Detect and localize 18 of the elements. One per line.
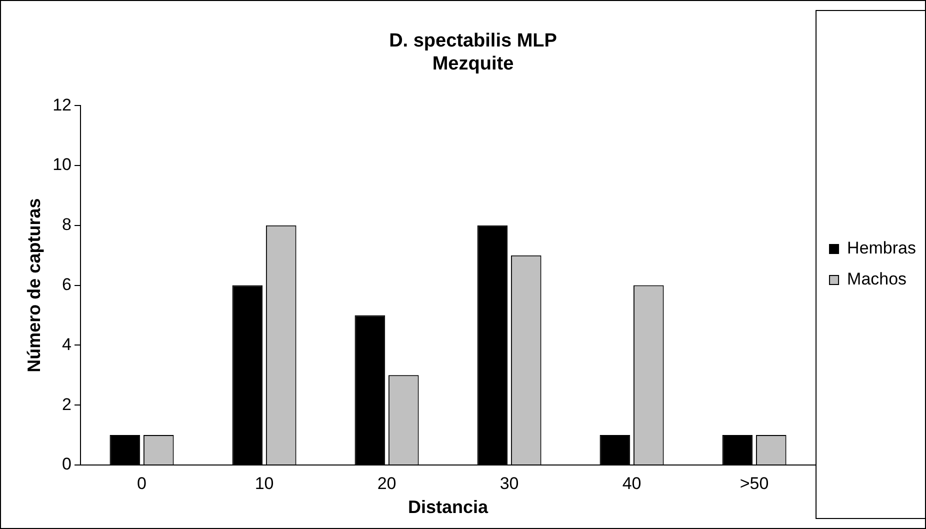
y-tick-label: 4 <box>62 334 72 354</box>
y-axis-title: Número de capturas <box>24 198 44 372</box>
y-tick-label: 12 <box>52 95 72 114</box>
x-tick-label: 0 <box>137 474 146 493</box>
legend-label: Machos <box>847 270 907 289</box>
x-axis-title: Distancia <box>408 497 490 518</box>
y-tick-label: 10 <box>52 155 72 174</box>
y-tick-label: 2 <box>62 394 72 414</box>
y-tick-label: 6 <box>62 274 72 294</box>
x-tick-label: 20 <box>377 474 396 493</box>
x-tick-label: >50 <box>740 474 769 493</box>
x-tick-label: 40 <box>622 474 642 493</box>
y-tick-label: 0 <box>62 454 72 474</box>
x-tick-label: 10 <box>254 474 274 493</box>
legend-label: Hembras <box>847 238 916 258</box>
x-tick-label: 30 <box>500 474 519 493</box>
y-tick-label: 8 <box>62 215 72 234</box>
chart-title: D. spectabilis MLP Mezquite <box>389 30 558 74</box>
